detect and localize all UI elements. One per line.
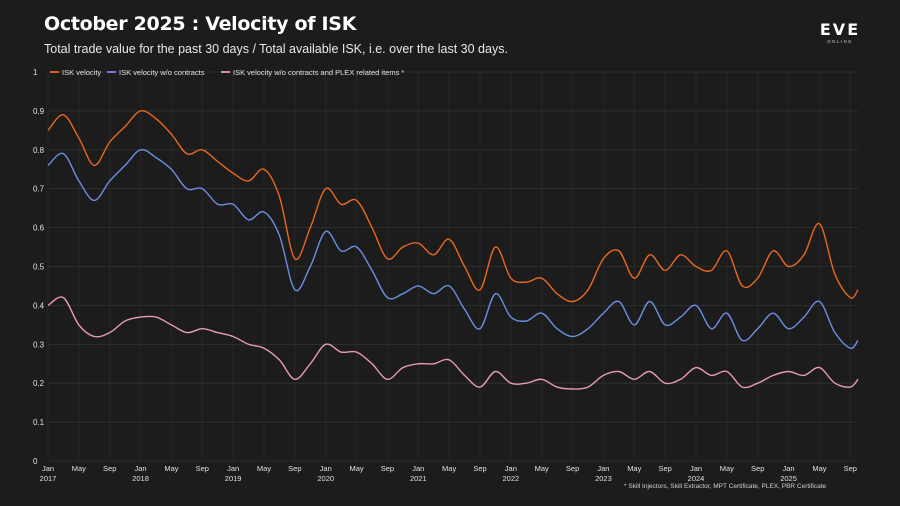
y-tick-label: 1 [33, 68, 38, 77]
y-axis: 0 0.1 0.2 0.3 0.4 0.5 0.6 0.7 0.8 0.9 1 [33, 68, 45, 466]
series-line-2 [47, 148, 859, 349]
x-tick-year: 2022 [503, 474, 520, 483]
x-tick-label: Jan [135, 464, 147, 473]
x-tick-label: Jan [597, 464, 609, 473]
x-tick-label: Jan [412, 464, 424, 473]
x-tick-year: 2020 [317, 474, 334, 483]
x-tick-label: May [720, 464, 734, 473]
y-tick-label: 0.4 [33, 301, 45, 310]
y-tick-label: 0.9 [33, 107, 45, 116]
y-tick-label: 0.5 [33, 263, 45, 272]
series-line-1 [47, 110, 859, 303]
y-tick-label: 0.2 [33, 379, 45, 388]
x-tick-label: Jan [783, 464, 795, 473]
legend-label: ISK velocity w/o contracts [119, 68, 205, 77]
chart-footnote: * Skill Injectors, Skill Extractor, MPT … [624, 483, 827, 490]
x-tick-label: May [257, 464, 271, 473]
chart-series [47, 110, 859, 390]
logo-subtext: ONLINE [827, 39, 853, 44]
x-tick-year: 2018 [132, 474, 149, 483]
y-tick-label: 0.8 [33, 146, 45, 155]
x-tick-year: 2025 [780, 474, 797, 483]
x-tick-year: 2019 [225, 474, 242, 483]
y-tick-label: 0.1 [33, 418, 45, 427]
chart-subtitle: Total trade value for the past 30 days /… [44, 42, 508, 56]
x-tick-label: Sep [103, 464, 116, 473]
y-tick-label: 0.7 [33, 185, 45, 194]
y-tick-label: 0.3 [33, 340, 45, 349]
x-tick-year: 2023 [595, 474, 612, 483]
x-tick-label: Sep [566, 464, 579, 473]
logo-wordmark: EVE [819, 20, 861, 39]
legend-label: ISK velocity [62, 68, 101, 77]
x-tick-label: May [535, 464, 549, 473]
x-tick-label: Jan [690, 464, 702, 473]
x-tick-label: Sep [288, 464, 301, 473]
x-tick-label: May [72, 464, 86, 473]
y-tick-label: 0.6 [33, 224, 45, 233]
eve-online-logo: EVE ONLINE [814, 22, 866, 48]
chart-grid [47, 71, 858, 462]
x-tick-label: Jan [505, 464, 517, 473]
series-line-3 [47, 296, 859, 390]
x-tick-label: Sep [844, 464, 857, 473]
x-tick-label: May [164, 464, 178, 473]
x-tick-label: Sep [381, 464, 394, 473]
x-tick-label: Sep [473, 464, 486, 473]
y-tick-label: 0 [33, 457, 38, 466]
chart-legend: ISK velocity ISK velocity w/o contracts IS… [50, 68, 404, 77]
x-tick-label: Jan [320, 464, 332, 473]
chart-title: October 2025 : Velocity of ISK [44, 13, 357, 35]
x-tick-label: Jan [227, 464, 239, 473]
x-tick-label: May [349, 464, 363, 473]
x-tick-year: 2021 [410, 474, 427, 483]
x-tick-label: Sep [658, 464, 671, 473]
legend-label: ISK velocity w/o contracts and PLEX rela… [233, 68, 404, 77]
x-tick-label: Jan [42, 464, 54, 473]
x-tick-label: May [442, 464, 456, 473]
x-tick-label: Sep [751, 464, 764, 473]
x-tick-year: 2017 [40, 474, 57, 483]
x-tick-label: Sep [196, 464, 209, 473]
x-tick-label: May [627, 464, 641, 473]
x-tick-year: 2024 [688, 474, 705, 483]
x-tick-label: May [812, 464, 826, 473]
